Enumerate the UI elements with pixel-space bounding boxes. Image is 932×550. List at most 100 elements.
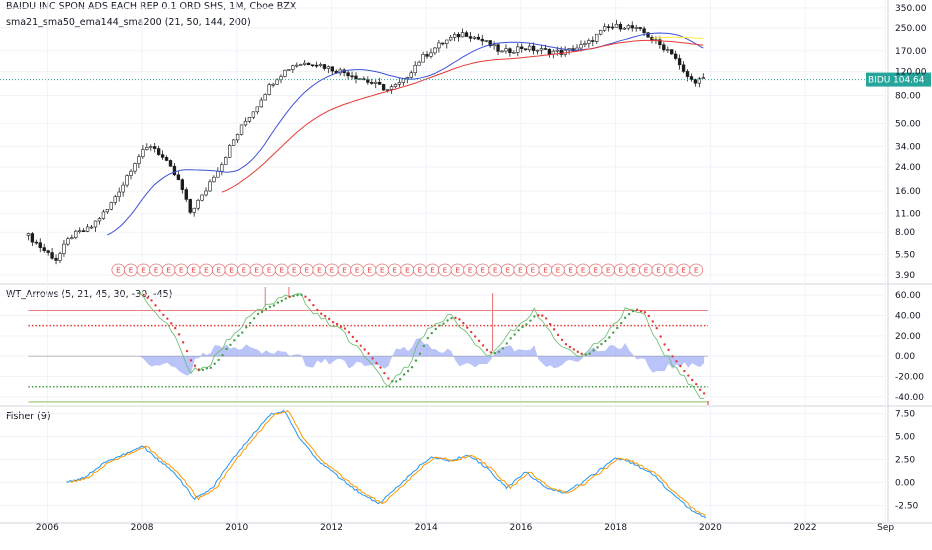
earnings-marker: E xyxy=(224,263,239,277)
candle xyxy=(547,48,552,58)
candle xyxy=(417,60,421,66)
wt2-dot xyxy=(667,348,670,352)
wt-tick-label: -20.00 xyxy=(895,373,924,383)
wt2-dot xyxy=(197,368,201,371)
candle xyxy=(342,68,346,77)
wt-tick-label: 20.00 xyxy=(895,332,921,342)
candle xyxy=(129,169,133,180)
earnings-marker-text: E xyxy=(418,267,422,275)
candle xyxy=(81,228,86,232)
earnings-marker-text: E xyxy=(305,267,309,275)
candle-up-body xyxy=(137,156,141,164)
wt-tick-label: 0.00 xyxy=(895,352,915,362)
candle xyxy=(299,63,303,66)
wt2-dot xyxy=(612,331,615,334)
candle xyxy=(192,207,196,217)
wt2-dot xyxy=(529,319,532,322)
wt2-dot xyxy=(150,299,153,302)
fisher-label[interactable]: Fisher (9) xyxy=(6,411,51,422)
wt2-dot xyxy=(592,349,595,352)
candle xyxy=(425,51,429,59)
wt2-dot xyxy=(485,348,489,352)
candle xyxy=(247,117,252,123)
earnings-marker-text: E xyxy=(480,267,484,275)
candle xyxy=(101,209,106,220)
candle xyxy=(314,61,319,68)
wt2-dot xyxy=(327,317,331,321)
wt2-dot xyxy=(497,350,501,354)
wt2-dot xyxy=(560,338,564,342)
candle xyxy=(666,46,670,53)
candle xyxy=(377,77,382,85)
candle xyxy=(413,61,417,76)
fisher-tick-label: 2.50 xyxy=(895,455,915,465)
wt2-dot xyxy=(493,351,497,355)
candle xyxy=(255,106,260,115)
candle xyxy=(38,238,42,253)
candle xyxy=(172,163,177,177)
wt2-dot xyxy=(481,344,485,347)
earnings-marker-text: E xyxy=(355,267,359,275)
earnings-marker-circle xyxy=(689,263,704,277)
earnings-marker: E xyxy=(149,263,163,277)
wt2-dot xyxy=(509,337,512,340)
candle-up-body xyxy=(121,184,125,193)
candle xyxy=(480,34,484,46)
earnings-marker-text: E xyxy=(531,267,535,275)
candle-down-body xyxy=(496,44,500,52)
candle-down-body xyxy=(630,25,634,29)
candle-down-body xyxy=(677,58,682,66)
wt2-dot xyxy=(608,336,611,339)
candle-down-body xyxy=(50,252,54,259)
candle xyxy=(243,117,248,127)
wt2-dot xyxy=(545,317,548,320)
candle xyxy=(133,162,137,175)
candle-up-body xyxy=(113,196,117,203)
candle xyxy=(370,78,374,85)
earnings-marker-text: E xyxy=(229,267,233,275)
wt2-dot xyxy=(521,325,524,329)
candle-up-body xyxy=(89,226,94,229)
candle-up-body xyxy=(701,77,705,80)
candle xyxy=(381,83,386,91)
earnings-marker: E xyxy=(412,263,427,277)
wt2-dot xyxy=(379,366,382,369)
price-tick-label: 170.00 xyxy=(895,47,927,57)
candle-up-body xyxy=(109,202,113,210)
candle xyxy=(26,232,31,241)
candle-up-body xyxy=(492,44,496,47)
earnings-marker: E xyxy=(500,263,515,277)
earnings-marker: E xyxy=(676,263,691,277)
wt2-dot xyxy=(288,295,291,299)
candle xyxy=(74,229,78,240)
candle-up-body xyxy=(220,164,224,172)
candle-down-body xyxy=(610,26,615,29)
wt2-dot xyxy=(691,378,694,382)
wt2-dot xyxy=(631,309,635,313)
candle-up-body xyxy=(358,78,362,81)
wt2-dot xyxy=(142,293,145,297)
price-tag-text: 104.64 xyxy=(893,76,925,86)
candle xyxy=(693,78,698,87)
candle-down-body xyxy=(153,146,157,149)
earnings-marker: E xyxy=(626,263,641,277)
candle-down-body xyxy=(184,189,188,200)
wt-arrows-label[interactable]: WT_Arrows (5, 21, 45, 30, -30, -45) xyxy=(6,289,173,300)
ma-indicator-label[interactable]: sma21_sma50_ema144_sma200 (21, 50, 144, … xyxy=(6,17,251,28)
candle xyxy=(97,217,102,225)
price-tick-label: 250.00 xyxy=(895,24,927,34)
price-tick-label: 11.00 xyxy=(895,209,921,219)
candle-down-body xyxy=(366,79,370,83)
candle xyxy=(421,51,425,63)
x-tick-label: 2008 xyxy=(131,523,154,533)
x-tick-label: 2020 xyxy=(699,523,722,533)
earnings-marker: E xyxy=(299,263,314,277)
candle-up-body xyxy=(247,117,252,122)
earnings-marker-text: E xyxy=(129,267,133,275)
candle-up-body xyxy=(484,40,488,42)
candle-up-body xyxy=(437,42,441,49)
wt2-dot xyxy=(387,377,390,380)
x-tick-label: 2018 xyxy=(604,523,627,533)
wt2-dot xyxy=(201,368,205,372)
